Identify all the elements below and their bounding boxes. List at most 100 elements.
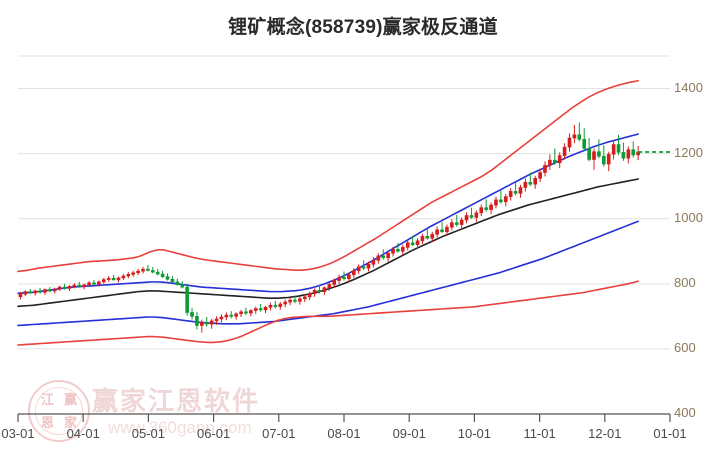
- x-tick-label: 04-01: [66, 426, 100, 441]
- candle-body: [592, 151, 596, 160]
- x-tick-label: 03-01: [1, 426, 35, 441]
- candle-body: [121, 275, 126, 279]
- candle-body: [523, 181, 528, 188]
- candle-body: [258, 308, 263, 311]
- candle-body: [396, 249, 400, 252]
- candle-body: [459, 219, 464, 225]
- candle-body: [23, 291, 28, 295]
- candle-body: [528, 181, 533, 185]
- candle-body: [351, 270, 356, 276]
- candle-body: [317, 290, 322, 292]
- candle-body: [87, 282, 91, 286]
- candle-body: [347, 274, 351, 279]
- candle-body: [48, 289, 52, 292]
- candle-body: [18, 293, 23, 298]
- candle-body: [131, 272, 136, 275]
- candle-body: [557, 155, 562, 164]
- y-tick-label: 400: [674, 405, 696, 420]
- candle-body: [597, 151, 601, 157]
- candle-body: [435, 229, 439, 235]
- candle-body: [552, 159, 557, 164]
- candle-body: [229, 314, 234, 317]
- candle-body: [62, 286, 67, 289]
- candle-body: [146, 268, 150, 271]
- candle-body: [611, 144, 616, 155]
- candle-body: [67, 286, 72, 289]
- candle-body: [268, 304, 273, 308]
- candle-body: [33, 290, 37, 294]
- candle-body: [499, 199, 503, 203]
- candle-body: [405, 242, 410, 248]
- candle-body: [386, 252, 390, 259]
- candle-body: [92, 282, 96, 285]
- candle-body: [489, 204, 493, 210]
- candle-body: [185, 286, 189, 313]
- candle-body: [469, 215, 474, 218]
- candle-body: [101, 279, 106, 283]
- candle-body: [543, 165, 547, 173]
- candle-body: [253, 308, 258, 311]
- candle-body: [190, 312, 194, 317]
- candle-body: [332, 280, 337, 285]
- y-tick-label: 1000: [674, 209, 703, 225]
- candle-body: [293, 299, 297, 302]
- candle-body: [445, 226, 449, 233]
- candle-body: [415, 240, 420, 246]
- candle-body: [327, 284, 332, 289]
- candle-body: [376, 255, 381, 261]
- candle-body: [322, 287, 327, 292]
- candle-body: [219, 316, 224, 320]
- candle-body: [508, 191, 513, 197]
- candle-body: [548, 159, 552, 166]
- series-line: [17, 178, 639, 308]
- x-tick-label: 11-01: [523, 426, 556, 441]
- series-line: [17, 220, 639, 327]
- candle-body: [631, 149, 636, 156]
- x-tick-label: 01-01: [653, 426, 687, 441]
- candle-body: [342, 277, 346, 279]
- candle-body: [538, 172, 542, 179]
- candle-body: [484, 207, 488, 210]
- candle-body: [249, 310, 253, 314]
- candle-body: [391, 249, 395, 254]
- candle-body: [562, 146, 567, 156]
- candle-body: [77, 284, 82, 288]
- candle-body: [572, 134, 577, 139]
- candle-body: [420, 236, 425, 242]
- candle-body: [106, 277, 111, 280]
- candle-body: [513, 191, 518, 194]
- x-tick-label: 12-01: [588, 426, 622, 441]
- candle-body: [126, 274, 131, 277]
- candle-body: [150, 270, 155, 273]
- candle-body: [263, 306, 268, 311]
- candle-body: [278, 303, 283, 307]
- candle-body: [464, 215, 469, 221]
- candle-body: [606, 153, 611, 165]
- y-tick-label: 1400: [674, 79, 703, 95]
- candle-body: [160, 273, 165, 277]
- y-tick-label: 800: [674, 274, 696, 290]
- x-tick-label: 06-01: [196, 426, 231, 441]
- candle-body: [155, 271, 160, 275]
- candle-body: [224, 314, 229, 318]
- series-line: [17, 280, 639, 346]
- candle-body: [97, 281, 101, 285]
- candle-body: [204, 321, 209, 325]
- candle-body: [214, 318, 219, 322]
- candle-body: [273, 304, 278, 307]
- candle-body: [239, 311, 243, 315]
- candle-body: [165, 276, 170, 280]
- x-tick-label: 05-01: [131, 426, 166, 441]
- candle-body: [503, 196, 508, 203]
- candle-body: [626, 149, 631, 159]
- candle-body: [430, 234, 435, 239]
- candle-body: [136, 270, 140, 274]
- candle-body: [116, 277, 121, 281]
- chart-title: 锂矿概念(858739)赢家极反通道: [228, 17, 498, 38]
- candle-body: [52, 288, 57, 292]
- x-tick-label: 07-01: [262, 426, 296, 441]
- candle-body: [234, 313, 238, 317]
- candle-body: [82, 284, 87, 288]
- x-tick-label: 10-01: [457, 426, 492, 441]
